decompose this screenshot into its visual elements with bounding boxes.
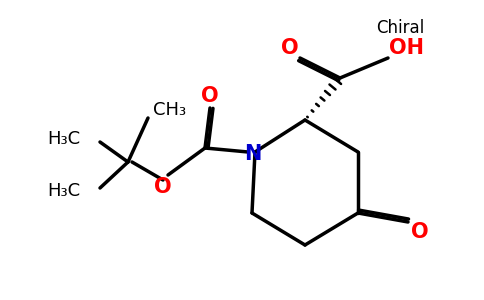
Text: H₃C: H₃C [47,130,80,148]
Text: OH: OH [389,38,424,58]
Text: N: N [244,144,262,164]
Text: O: O [281,38,299,58]
Text: O: O [201,86,219,106]
Text: H₃C: H₃C [47,182,80,200]
Text: O: O [154,177,172,197]
Text: O: O [411,222,429,242]
Text: Chiral: Chiral [376,19,424,37]
Text: CH₃: CH₃ [153,101,186,119]
